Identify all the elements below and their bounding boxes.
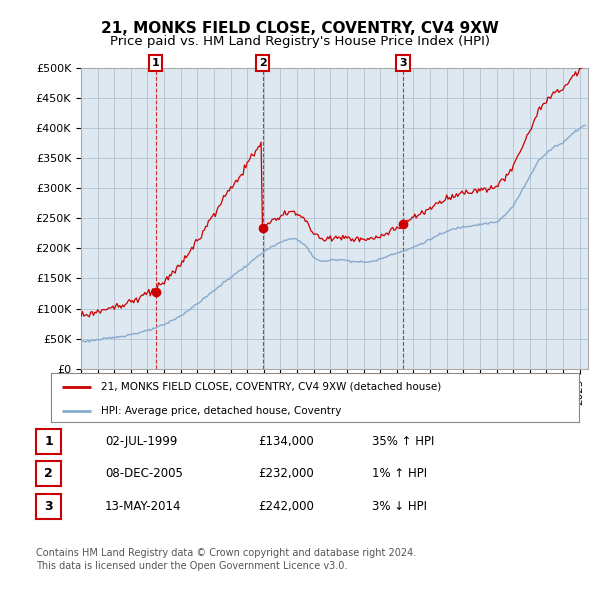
Text: 08-DEC-2005: 08-DEC-2005 — [105, 467, 183, 480]
Text: HPI: Average price, detached house, Coventry: HPI: Average price, detached house, Cove… — [101, 406, 341, 416]
Text: 1: 1 — [44, 435, 53, 448]
Text: 1: 1 — [152, 58, 160, 68]
Text: 3% ↓ HPI: 3% ↓ HPI — [372, 500, 427, 513]
Text: 2: 2 — [259, 58, 266, 68]
Text: £232,000: £232,000 — [258, 467, 314, 480]
Text: 13-MAY-2014: 13-MAY-2014 — [105, 500, 182, 513]
Text: This data is licensed under the Open Government Licence v3.0.: This data is licensed under the Open Gov… — [36, 561, 347, 571]
Text: 3: 3 — [44, 500, 53, 513]
Text: 21, MONKS FIELD CLOSE, COVENTRY, CV4 9XW (detached house): 21, MONKS FIELD CLOSE, COVENTRY, CV4 9XW… — [101, 382, 442, 392]
Text: Contains HM Land Registry data © Crown copyright and database right 2024.: Contains HM Land Registry data © Crown c… — [36, 548, 416, 558]
Text: 35% ↑ HPI: 35% ↑ HPI — [372, 435, 434, 448]
Text: 02-JUL-1999: 02-JUL-1999 — [105, 435, 178, 448]
Text: Price paid vs. HM Land Registry's House Price Index (HPI): Price paid vs. HM Land Registry's House … — [110, 35, 490, 48]
Text: 3: 3 — [399, 58, 407, 68]
Text: 21, MONKS FIELD CLOSE, COVENTRY, CV4 9XW: 21, MONKS FIELD CLOSE, COVENTRY, CV4 9XW — [101, 21, 499, 35]
Text: 2: 2 — [44, 467, 53, 480]
Text: 1% ↑ HPI: 1% ↑ HPI — [372, 467, 427, 480]
Text: £134,000: £134,000 — [258, 435, 314, 448]
Text: £242,000: £242,000 — [258, 500, 314, 513]
